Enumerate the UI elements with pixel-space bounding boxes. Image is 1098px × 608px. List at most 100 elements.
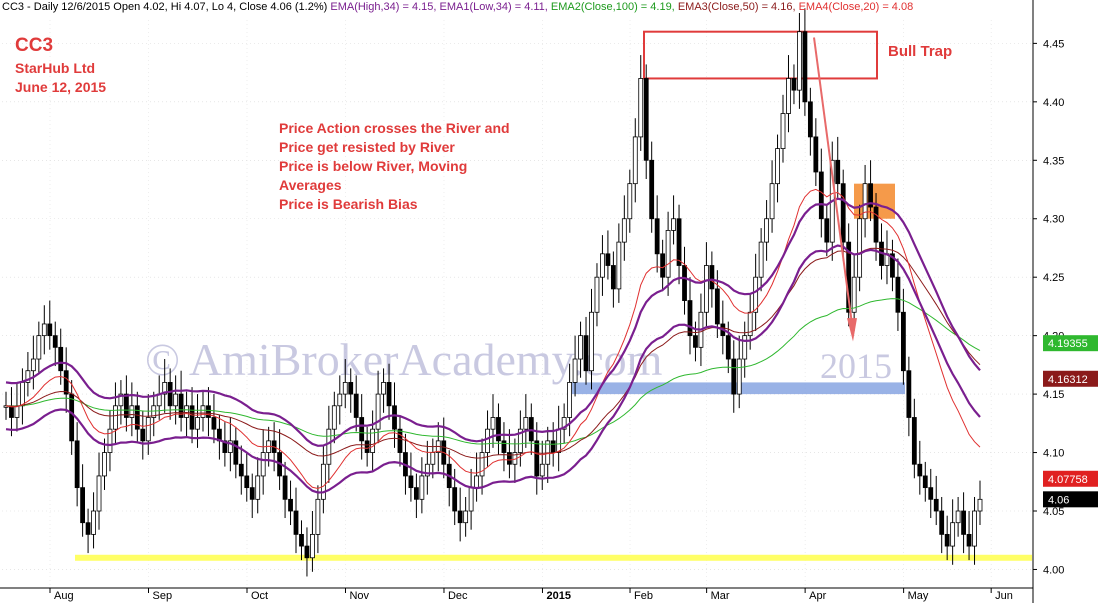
candle-body [474, 475, 479, 489]
annotation-line: Price is Bearish Bias [279, 196, 418, 212]
candle-body [326, 428, 332, 465]
value-tag [1043, 335, 1098, 352]
candle-body [824, 218, 830, 243]
candle-body [977, 498, 983, 512]
candle-body [534, 440, 540, 477]
candle-body [375, 393, 381, 430]
candle-body [840, 183, 846, 243]
support-line [75, 554, 1032, 561]
candle-body [102, 452, 107, 477]
candle-body [638, 78, 644, 138]
candle-body [222, 440, 228, 453]
candle-body [348, 382, 354, 395]
candle-body [52, 335, 58, 348]
candle-body [496, 417, 501, 442]
value-tag-label: 4.07758 [1048, 474, 1088, 486]
candle-body [687, 300, 693, 337]
candle-body [353, 393, 359, 418]
ema3-value: EMA3(Close,50) = 4.16, [677, 1, 796, 13]
candle-body [665, 230, 671, 278]
y-tick-label: 4.00 [1043, 564, 1064, 576]
candle-body [714, 288, 720, 325]
candle-body [233, 440, 239, 465]
ema-high-value: EMA(High,34) = 4.15, [330, 1, 437, 13]
y-tick-label: 4.35 [1043, 155, 1064, 167]
y-tick-label: 4.05 [1043, 506, 1064, 518]
annotation-line: Averages [279, 177, 342, 193]
candle-body [600, 253, 605, 278]
candle-body [25, 370, 31, 383]
y-tick-label: 4.15 [1043, 389, 1064, 401]
candle-body [9, 405, 14, 418]
candle-body [725, 335, 731, 360]
candles [3, 8, 983, 577]
annotation-line: Price is below River, Moving [279, 158, 468, 174]
candle-body [249, 487, 255, 500]
bull-trap-box [643, 30, 878, 80]
candle-body [906, 370, 912, 418]
candle-body [632, 136, 638, 185]
candle-body [802, 31, 808, 103]
chart-date: June 12, 2015 [15, 79, 107, 95]
x-tick-label: May [908, 590, 929, 602]
arrow-shaft [813, 37, 853, 325]
candle-body [890, 253, 895, 278]
candle-body [933, 498, 939, 512]
candle-body [320, 463, 326, 500]
candle-body [539, 463, 545, 477]
ema1-low-value: EMA1(Low,34) = 4.11, [439, 1, 548, 13]
candle-body [955, 510, 961, 524]
annotation-line: Price Action crosses the River and [279, 120, 510, 136]
candle-body [145, 417, 151, 442]
candle-body [517, 428, 523, 453]
candle-body [873, 206, 879, 243]
candle-body [627, 183, 633, 220]
candle-body [709, 265, 715, 290]
candle-body [178, 393, 184, 418]
candle-body [331, 405, 337, 430]
symbol-line: CC3 - Daily 12/6/2015 Open 4.02, Hi 4.07… [2, 1, 328, 13]
candle-body [561, 417, 567, 430]
candle-body [200, 405, 206, 418]
company-name: StarHub Ltd [15, 60, 96, 76]
header-info: CC3 - Daily 12/6/2015 Open 4.02, Hi 4.07… [2, 1, 913, 13]
candle-body [939, 510, 945, 535]
candle-body [419, 475, 425, 500]
candle-body [736, 358, 742, 395]
candle-body [118, 393, 124, 407]
candle-body [30, 358, 36, 372]
candle-body [282, 475, 288, 500]
candle-body [654, 218, 660, 255]
bull-trap-label: Bull Trap [888, 43, 953, 60]
candle-body [523, 417, 529, 430]
y-tick-label: 4.25 [1043, 272, 1064, 284]
candle-body [747, 311, 753, 337]
candle-body [786, 78, 791, 114]
candle-body [260, 452, 266, 477]
candle-body [589, 311, 594, 372]
candle-body [227, 440, 233, 453]
candle-body [550, 440, 556, 453]
candle-body [91, 510, 96, 535]
candle-body [835, 159, 841, 185]
candle-body [972, 510, 977, 547]
trend-arrow [813, 37, 857, 342]
zones [75, 30, 1032, 561]
annotation-block: Price Action crosses the River and Price… [279, 119, 510, 214]
candle-body [397, 428, 403, 453]
candle-body [758, 241, 764, 278]
ema1-low-line [5, 244, 981, 494]
candle-body [605, 253, 611, 266]
candle-body [944, 533, 950, 547]
candle-body [244, 475, 250, 489]
candle-body [594, 276, 600, 313]
candle-body [479, 452, 485, 477]
candle-body [961, 510, 966, 535]
y-axis: 4.004.054.104.154.204.254.304.354.404.45 [1032, 0, 1064, 603]
candle-body [660, 253, 666, 278]
candle-body [693, 335, 698, 348]
candle-body [36, 335, 42, 360]
y-tick-label: 4.45 [1043, 38, 1064, 50]
ema-high-line [5, 197, 981, 447]
